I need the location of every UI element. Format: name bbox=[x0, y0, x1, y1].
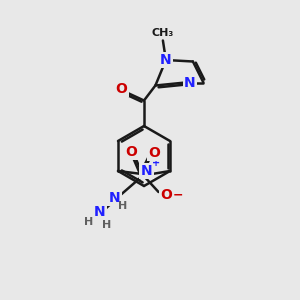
Text: O: O bbox=[125, 145, 137, 158]
Text: H: H bbox=[102, 220, 112, 230]
Text: N: N bbox=[184, 76, 196, 89]
Text: N: N bbox=[94, 205, 105, 218]
Text: N: N bbox=[141, 164, 152, 178]
Text: +: + bbox=[152, 158, 160, 168]
Text: N: N bbox=[109, 191, 120, 205]
Text: O: O bbox=[148, 146, 160, 160]
Text: −: − bbox=[173, 188, 183, 202]
Text: H: H bbox=[84, 217, 94, 227]
Text: N: N bbox=[160, 53, 172, 67]
Text: H: H bbox=[118, 201, 128, 212]
Text: O: O bbox=[160, 188, 172, 202]
Text: CH₃: CH₃ bbox=[152, 28, 174, 38]
Text: O: O bbox=[116, 82, 128, 95]
